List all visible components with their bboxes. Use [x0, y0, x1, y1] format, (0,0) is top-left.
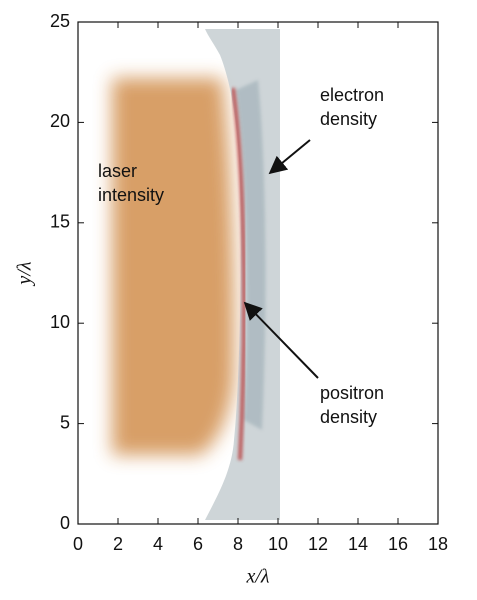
- annotation: density: [320, 407, 377, 427]
- y-tick-label: 15: [50, 212, 70, 232]
- x-tick-label: 18: [428, 534, 448, 554]
- annotation: laser: [98, 161, 137, 181]
- electron-layer: [236, 80, 266, 430]
- x-tick-label: 4: [153, 534, 163, 554]
- annotation: positron: [320, 383, 384, 403]
- x-tick-label: 12: [308, 534, 328, 554]
- simulation-image: [112, 29, 280, 520]
- x-tick-label: 10: [268, 534, 288, 554]
- annotation: density: [320, 109, 377, 129]
- x-tick-label: 6: [193, 534, 203, 554]
- annotation: electron: [320, 85, 384, 105]
- annotation: intensity: [98, 185, 164, 205]
- x-tick-label: 0: [73, 534, 83, 554]
- y-tick-label: 10: [50, 312, 70, 332]
- positron-layer: [231, 87, 246, 461]
- x-tick-label: 8: [233, 534, 243, 554]
- x-tick-label: 2: [113, 534, 123, 554]
- annotation-arrow: [243, 301, 319, 379]
- laser-region: [112, 78, 235, 455]
- y-tick-label: 0: [60, 513, 70, 533]
- plot-frame: [77, 21, 439, 525]
- x-tick-label: 14: [348, 534, 368, 554]
- annotation-arrow: [268, 139, 311, 175]
- y-tick-label: 20: [50, 111, 70, 131]
- y-tick-label: 5: [60, 412, 70, 432]
- y-axis-label: y/λ: [14, 261, 36, 286]
- x-axis-label: x/λ: [245, 566, 269, 588]
- x-tick-label: 16: [388, 534, 408, 554]
- y-tick-label: 25: [50, 11, 70, 31]
